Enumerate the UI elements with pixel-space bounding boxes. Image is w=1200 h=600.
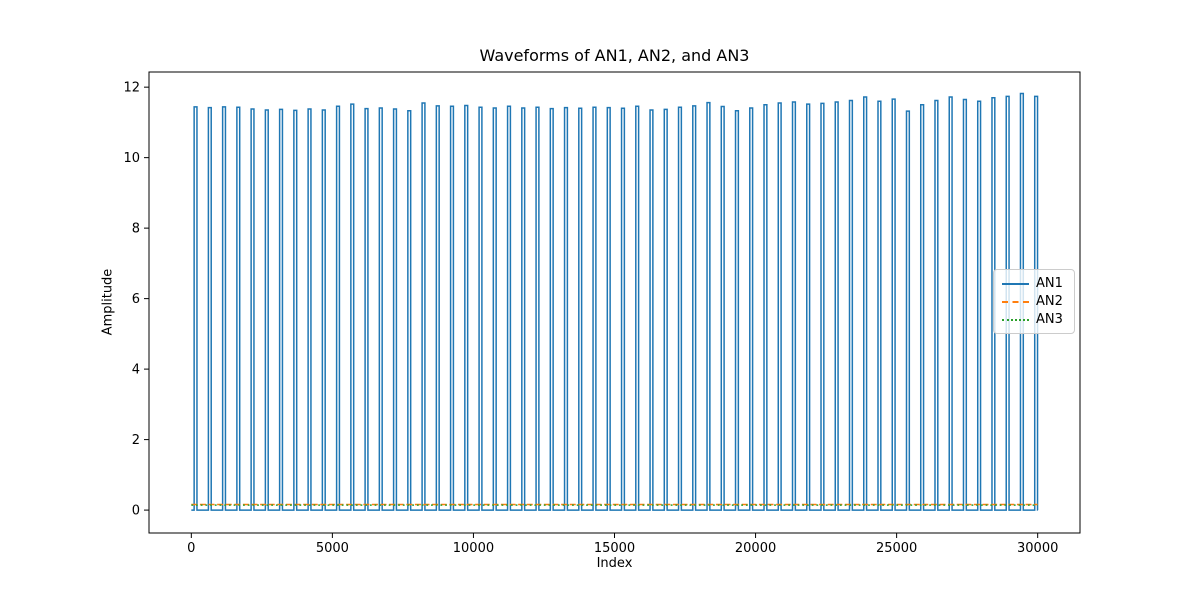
x-tick-label: 5000 [316,541,349,556]
x-tick-label: 0 [187,541,195,556]
legend-line-sample-an1 [1002,282,1029,285]
y-tick-label: 8 [132,222,140,237]
x-tick-label: 15000 [594,541,635,556]
x-tick-label: 10000 [453,541,494,556]
legend: AN1 AN2 AN3 [993,269,1075,334]
y-tick-label: 12 [123,81,140,96]
x-tick-label: 20000 [735,541,776,556]
x-tick-label: 25000 [876,541,917,556]
legend-entry-an3: AN3 [1002,312,1066,327]
y-tick-label: 10 [123,151,140,166]
legend-label-an3: AN3 [1036,312,1063,327]
x-tick-label: 30000 [1017,541,1058,556]
series-AN1-line [191,92,1039,511]
chart-title: Waveforms of AN1, AN2, and AN3 [479,46,750,65]
y-tick-label: 6 [132,292,140,307]
legend-line-sample-an2 [1002,300,1029,303]
y-axis-label: Amplitude [100,268,116,336]
legend-entry-an1: AN1 [1002,276,1066,291]
y-tick-label: 0 [132,504,140,519]
x-axis-label: Index [596,556,633,571]
legend-entry-an2: AN2 [1002,294,1066,309]
legend-label-an2: AN2 [1036,294,1063,309]
legend-label-an1: AN1 [1036,276,1063,291]
y-tick-label: 4 [132,363,140,378]
legend-line-sample-an3 [1002,318,1029,321]
plot-border [148,71,1081,534]
y-tick-label: 2 [132,433,140,448]
